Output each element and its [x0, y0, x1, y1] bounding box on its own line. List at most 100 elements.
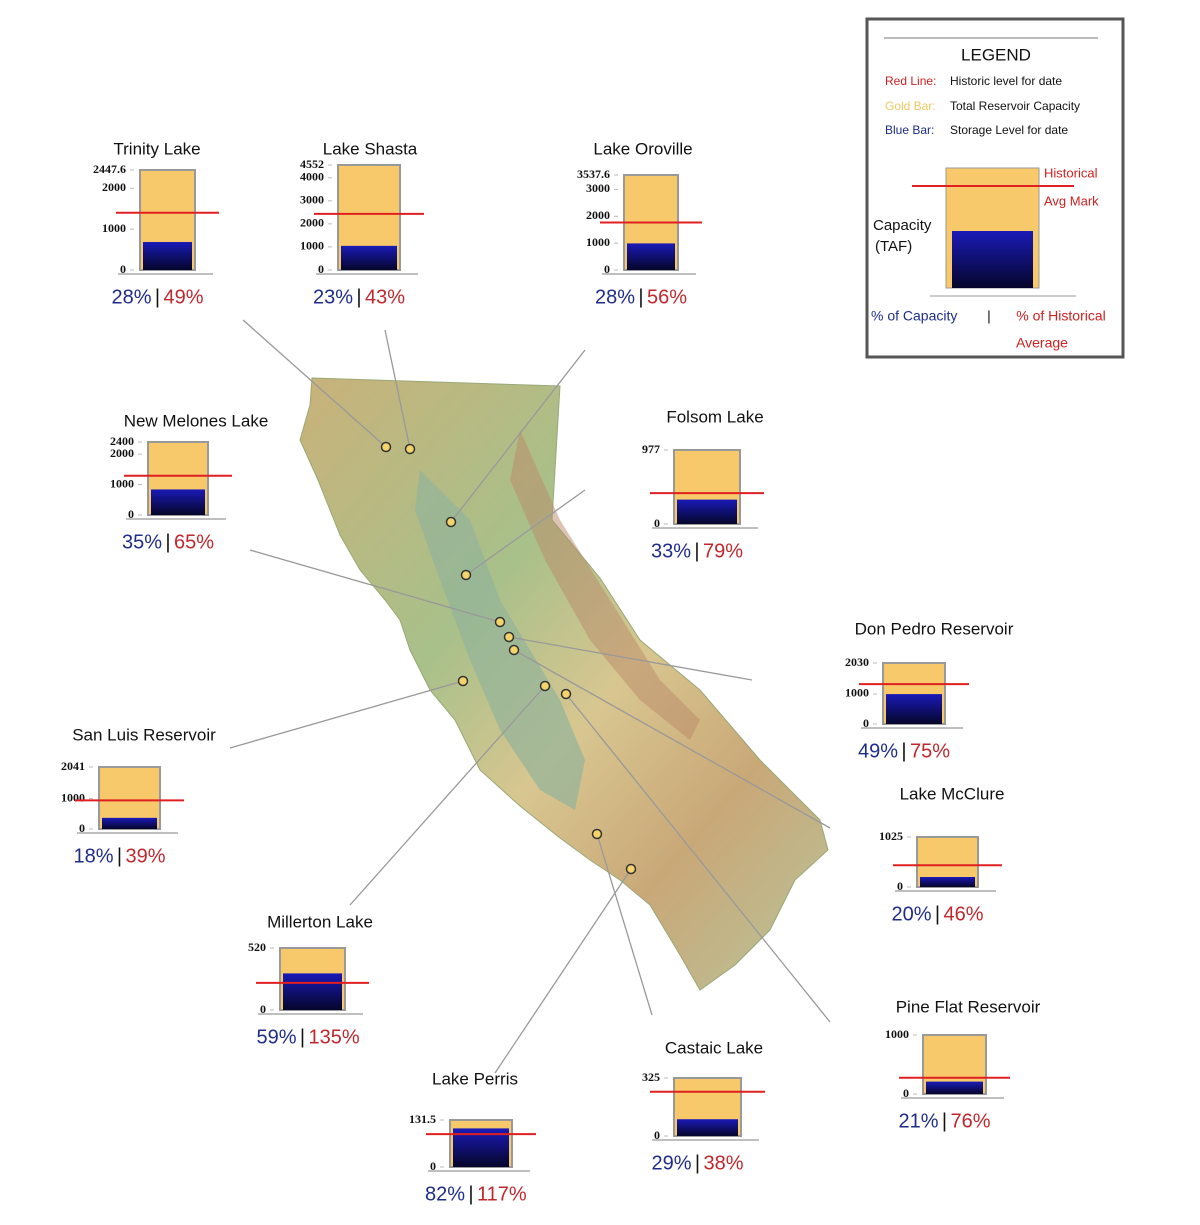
y-tick-label: 0: [260, 1002, 266, 1016]
legend-pct-historical: Average: [1016, 335, 1068, 351]
reservoir-dot: [494, 616, 506, 628]
y-tick-label: 1000: [102, 221, 126, 235]
y-tick-label: 0: [79, 821, 85, 835]
leader-line: [513, 649, 831, 829]
y-tick-label: 3000: [586, 181, 610, 195]
y-tick-label: 0: [318, 262, 324, 276]
legend: LEGEND Red Line: Historic level for date…: [865, 17, 1125, 359]
pct-historical: 65%: [174, 531, 214, 553]
storage-bar: [341, 245, 397, 270]
y-tick-label: 0: [120, 262, 126, 276]
y-tick-label: 1000: [61, 790, 85, 804]
legend-pct-historical: % of Historical: [1016, 308, 1105, 324]
pct-capacity: 29%: [651, 1152, 691, 1174]
y-tick-label: 2400: [110, 434, 134, 448]
reservoir-name: Lake Oroville: [593, 139, 692, 158]
storage-bar: [677, 1119, 738, 1136]
y-tick-label: 0: [654, 1128, 660, 1142]
y-tick-label: 4552: [300, 157, 324, 171]
pct-capacity: 20%: [891, 903, 931, 925]
y-tick-label: 0: [430, 1159, 436, 1173]
pct-historical: 117%: [477, 1183, 527, 1205]
pct-capacity: 28%: [595, 286, 635, 308]
reservoir-name: Don Pedro Reservoir: [855, 619, 1014, 638]
y-tick-label: 1000: [845, 686, 869, 700]
y-tick-label: 2041: [61, 759, 85, 773]
legend-key: Red Line:: [885, 74, 936, 88]
reservoir-dot: [460, 569, 472, 581]
y-tick-label: 1000: [885, 1027, 909, 1041]
y-tick-label: 2447.6: [93, 162, 126, 176]
reservoir-dot: [591, 828, 603, 840]
y-tick-label: 1025: [879, 829, 903, 843]
legend-key: Gold Bar:: [885, 99, 936, 113]
pct-capacity: 21%: [898, 1110, 938, 1132]
separator: |: [155, 286, 160, 308]
leader-line: [465, 489, 586, 576]
reservoir-dot: [503, 631, 515, 643]
pct-historical: 135%: [309, 1026, 360, 1048]
legend-axis-label: (TAF): [875, 238, 912, 255]
legend-text: Historic level for date: [950, 74, 1062, 88]
separator: |: [901, 740, 906, 762]
pct-historical: 38%: [704, 1152, 744, 1174]
leader-line: [565, 693, 831, 1023]
leader-line: [242, 319, 387, 448]
pct-historical: 43%: [365, 286, 405, 308]
separator: |: [165, 531, 170, 553]
legend-separator: |: [987, 308, 991, 324]
legend-pct-capacity: % of Capacity: [871, 308, 957, 324]
y-tick-label: 2030: [845, 655, 869, 669]
y-tick-label: 520: [248, 940, 266, 954]
reservoir-dot: [539, 680, 551, 692]
y-tick-label: 1000: [110, 476, 134, 490]
y-tick-label: 2000: [110, 446, 134, 460]
storage-bar: [102, 817, 157, 829]
leader-line: [249, 549, 501, 623]
y-tick-label: 2000: [300, 216, 324, 230]
reservoir-name: Folsom Lake: [666, 407, 763, 426]
legend-axis-label: Capacity: [873, 217, 932, 234]
leader-line: [229, 680, 464, 749]
y-tick-label: 0: [128, 507, 134, 521]
pct-historical: 49%: [164, 286, 204, 308]
pct-capacity: 28%: [111, 286, 151, 308]
pct-capacity: 33%: [651, 540, 691, 562]
reservoir-dot: [445, 516, 457, 528]
legend-mark-label: Historical: [1044, 165, 1098, 180]
pct-historical: 79%: [703, 540, 743, 562]
reservoir-dot: [380, 441, 392, 453]
legend-text: Storage Level for date: [950, 123, 1068, 137]
pct-capacity: 82%: [425, 1183, 465, 1205]
y-tick-label: 1000: [300, 239, 324, 253]
pct-capacity: 18%: [73, 845, 113, 867]
leader-line: [508, 636, 753, 681]
storage-bar: [920, 877, 975, 887]
pct-historical: 76%: [951, 1110, 991, 1132]
legend-mark-label: Avg Mark: [1044, 193, 1099, 208]
storage-bar: [677, 499, 737, 524]
pct-capacity: 59%: [256, 1026, 296, 1048]
reservoir-name: Trinity Lake: [113, 139, 200, 158]
separator: |: [300, 1026, 305, 1048]
reservoir-name: Lake Perris: [432, 1069, 518, 1088]
y-tick-label: 2000: [586, 208, 610, 222]
separator: |: [356, 286, 361, 308]
reservoir-name: Castaic Lake: [665, 1038, 763, 1057]
legend-key: Blue Bar:: [885, 123, 934, 137]
y-tick-label: 0: [654, 516, 660, 530]
pct-historical: 56%: [647, 286, 687, 308]
legend-title: LEGEND: [961, 45, 1031, 64]
y-tick-label: 131.5: [409, 1112, 436, 1126]
reservoir-dot: [508, 644, 520, 656]
pct-capacity: 35%: [122, 531, 162, 553]
reservoir-dot: [560, 688, 572, 700]
y-tick-label: 0: [903, 1086, 909, 1100]
reservoir-name: San Luis Reservoir: [72, 725, 216, 744]
storage-bar: [926, 1081, 983, 1094]
leader-line: [494, 868, 632, 1074]
y-tick-label: 0: [897, 879, 903, 893]
separator: |: [468, 1183, 473, 1205]
reservoir-name: Lake McClure: [900, 784, 1005, 803]
